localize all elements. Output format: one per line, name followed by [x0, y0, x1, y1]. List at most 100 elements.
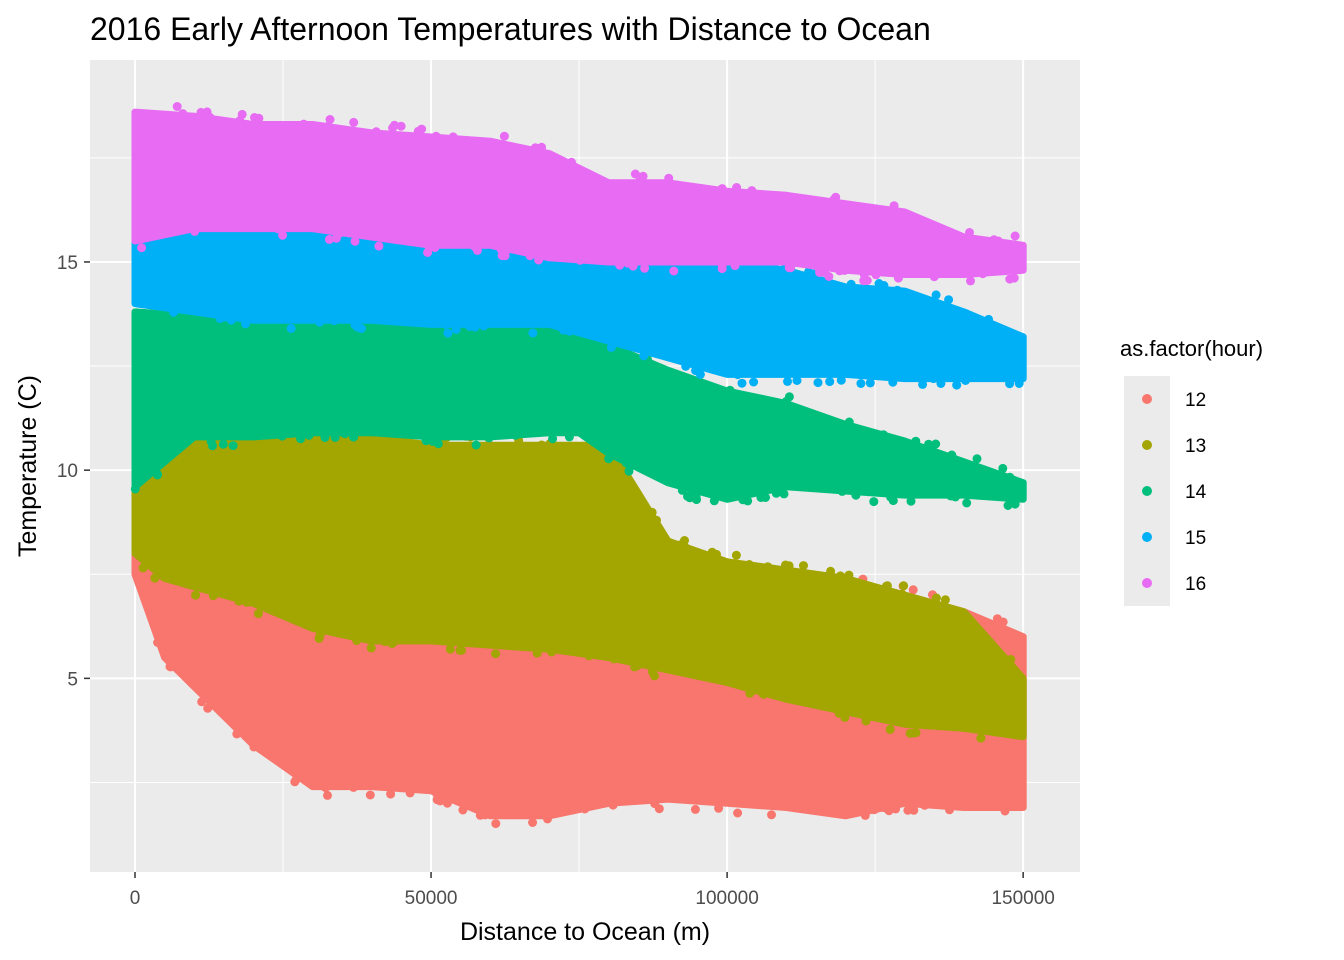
data-point: [936, 379, 946, 388]
data-point: [639, 351, 649, 361]
data-point: [714, 803, 724, 813]
data-point: [249, 742, 259, 752]
data-point: [744, 560, 754, 569]
data-point: [908, 585, 918, 595]
data-point: [993, 236, 1003, 246]
data-point: [484, 433, 494, 443]
data-point: [433, 439, 443, 449]
data-point: [228, 441, 238, 451]
data-point: [234, 596, 244, 606]
data-point: [737, 378, 747, 388]
data-point: [153, 638, 163, 647]
data-point: [365, 790, 375, 800]
data-point: [350, 236, 360, 246]
data-point: [879, 430, 888, 440]
y-axis-title: Temperature (C): [14, 375, 42, 557]
data-point: [633, 660, 643, 670]
data-point: [927, 443, 937, 453]
data-point: [763, 562, 773, 572]
data-point: [386, 789, 396, 799]
data-point: [320, 433, 330, 442]
data-point: [559, 325, 568, 335]
data-point: [1014, 379, 1024, 388]
data-point: [836, 375, 846, 385]
data-point: [390, 120, 399, 130]
legend-label-16: 16: [1185, 574, 1206, 595]
data-point: [874, 279, 884, 288]
data-point: [441, 320, 451, 329]
data-point: [882, 581, 892, 591]
data-point: [390, 636, 400, 646]
data-point: [732, 183, 742, 192]
data-point: [349, 432, 359, 442]
data-point: [315, 630, 325, 640]
data-point: [978, 269, 988, 279]
data-point: [929, 272, 939, 282]
data-point: [869, 805, 879, 815]
data-point: [451, 324, 461, 334]
data-point: [150, 573, 160, 583]
data-point: [457, 645, 466, 655]
data-point: [374, 241, 384, 251]
data-point: [190, 226, 200, 236]
data-point: [286, 323, 296, 333]
legend-key-15: [1142, 532, 1152, 542]
y-tick-label: 5: [67, 669, 78, 690]
data-point: [465, 322, 475, 331]
data-point: [837, 486, 847, 496]
data-point: [208, 441, 217, 451]
legend-item-13: 13: [1142, 436, 1206, 457]
data-point: [781, 397, 791, 406]
data-point: [888, 377, 898, 387]
data-point: [442, 798, 452, 808]
data-point: [865, 378, 875, 388]
data-point: [169, 307, 179, 317]
data-point: [880, 803, 890, 813]
data-point: [861, 716, 871, 726]
data-point: [1000, 806, 1010, 816]
data-point: [215, 313, 225, 323]
data-point: [349, 782, 358, 792]
data-point: [196, 107, 206, 117]
data-point: [548, 434, 558, 444]
data-point: [324, 234, 334, 244]
data-point: [340, 429, 350, 439]
data-point: [534, 255, 544, 265]
data-point: [528, 818, 538, 827]
data-point: [961, 376, 970, 385]
data-point: [417, 124, 427, 134]
data-point: [911, 436, 921, 446]
data-point: [511, 430, 520, 440]
data-point: [965, 228, 974, 237]
data-point: [891, 804, 901, 814]
scatter-series: [130, 102, 1027, 829]
data-point: [1005, 379, 1015, 389]
data-point: [759, 689, 768, 699]
legend: as.factor(hour) 12 13 14 15 16: [1120, 336, 1263, 606]
data-point: [580, 804, 590, 814]
legend-item-16: 16: [1142, 574, 1206, 595]
data-point: [1010, 499, 1020, 509]
data-point: [761, 493, 770, 502]
data-point: [502, 245, 512, 255]
data-point: [278, 230, 288, 240]
data-point: [786, 263, 796, 273]
legend-label-12: 12: [1185, 390, 1206, 411]
data-point: [860, 810, 870, 820]
data-point: [172, 102, 182, 111]
data-point: [669, 266, 679, 276]
data-point: [431, 131, 441, 141]
data-point: [691, 366, 701, 376]
data-point: [733, 370, 743, 380]
data-point: [664, 173, 674, 183]
data-point: [537, 440, 547, 450]
data-point: [680, 536, 689, 545]
data-point: [479, 321, 489, 331]
data-point: [998, 617, 1008, 627]
data-point: [831, 192, 841, 202]
data-point: [859, 270, 869, 279]
legend-item-14: 14: [1142, 482, 1207, 503]
data-point: [396, 121, 406, 131]
data-point: [432, 795, 442, 805]
